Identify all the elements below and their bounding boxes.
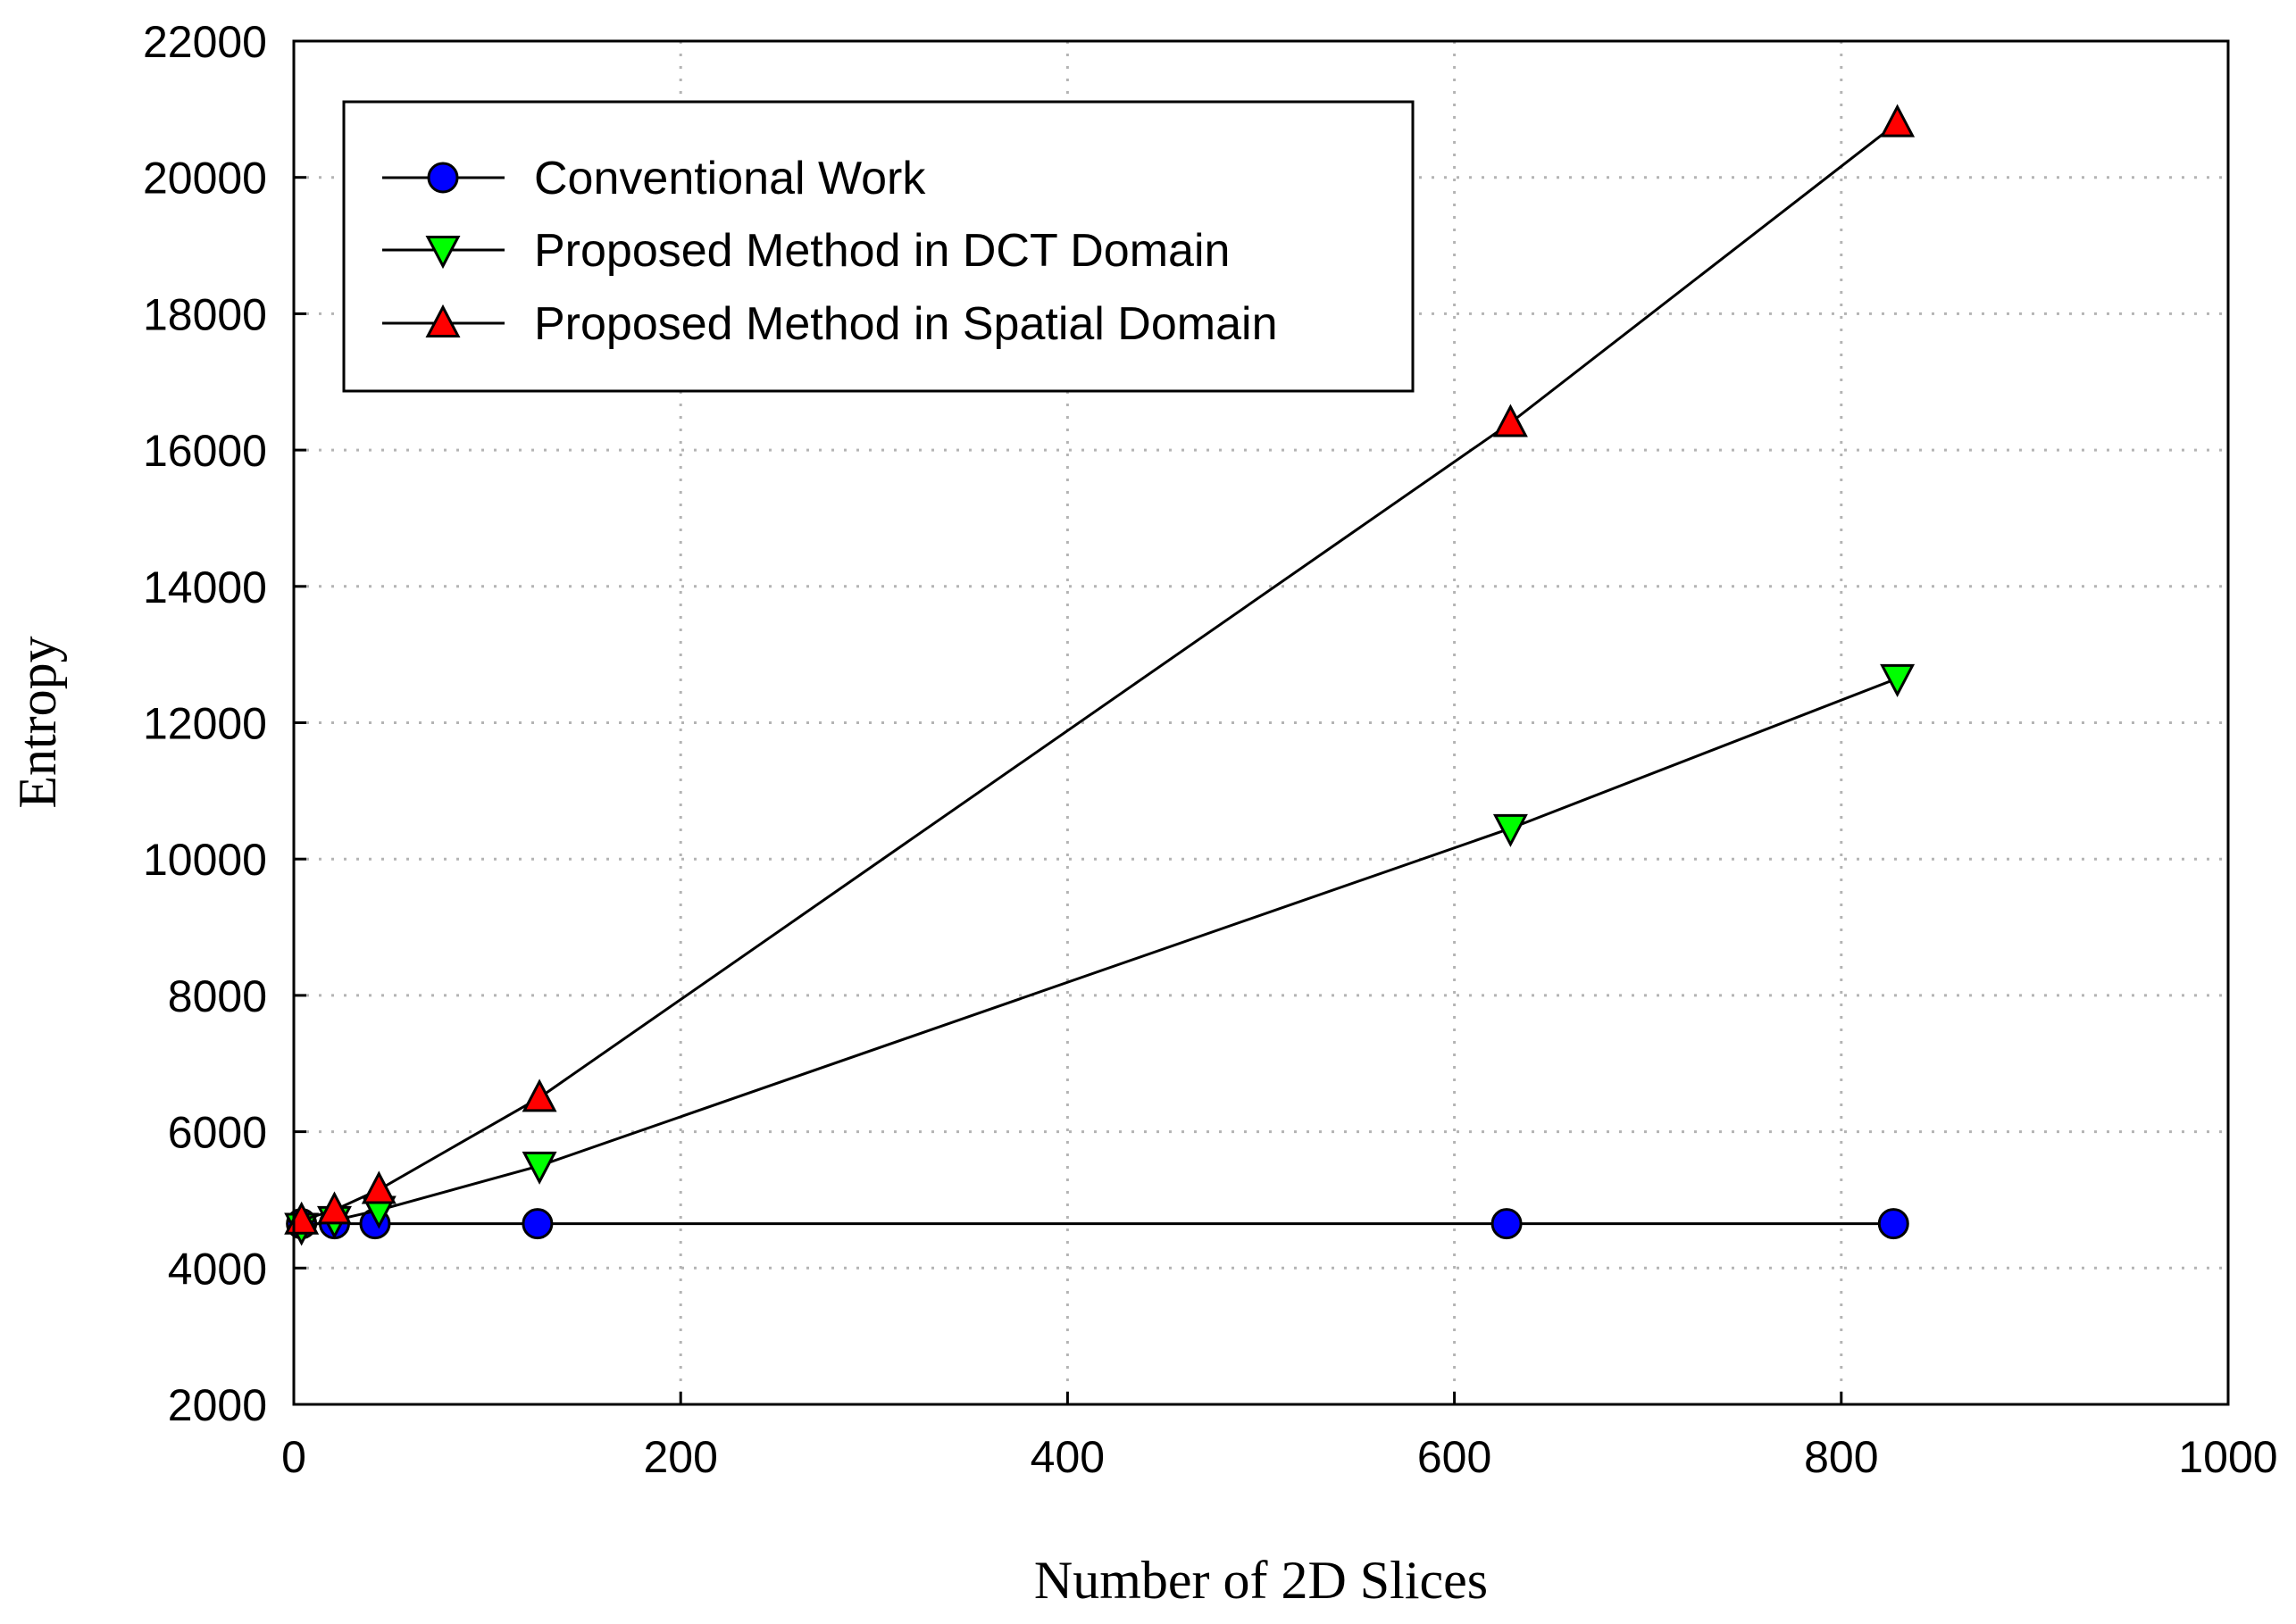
y-tick-label: 2000: [168, 1380, 267, 1430]
y-tick-labels: 2000 4000 6000 8000 10000 12000 14000 16000 1800…: [143, 17, 267, 1430]
series-layer: [284, 104, 1916, 1246]
legend-marker-triangle-up: [425, 304, 461, 337]
legend-entry-label: Conventional Work: [534, 153, 926, 204]
data-point-triangle-down: [522, 1151, 557, 1185]
y-tick-label: 10000: [143, 835, 267, 885]
data-point-triangle-up: [361, 1170, 397, 1204]
y-tick-label: 18000: [143, 289, 267, 339]
data-point-circle: [1490, 1208, 1523, 1240]
y-tick-label: 12000: [143, 699, 267, 749]
series-line: [301, 677, 1899, 1228]
legend-entry-label: Proposed Method in Spatial Domain: [534, 298, 1277, 350]
x-tick-label: 800: [1804, 1432, 1878, 1482]
y-axis-title: Entropy: [8, 636, 67, 808]
x-tick-label: 0: [281, 1432, 306, 1482]
series-circle: [286, 1208, 1909, 1240]
y-tick-label: 14000: [143, 562, 267, 612]
x-tick-labels: 0 200 400 600 800 1000: [281, 1432, 2278, 1482]
data-point-triangle-down: [1492, 813, 1528, 847]
legend: Conventional Work Proposed Method in DCT …: [342, 100, 1415, 393]
series-triangle-up: [284, 104, 1916, 1235]
data-point-triangle-up: [317, 1191, 352, 1225]
legend-marker-triangle-down: [425, 236, 461, 270]
legend-marker-circle: [427, 162, 459, 194]
legend-box: [342, 100, 1415, 393]
x-tick-label: 1000: [2178, 1432, 2277, 1482]
y-tick-label: 20000: [143, 154, 267, 204]
tick-marks: [292, 39, 2230, 1406]
y-tick-label: 8000: [168, 971, 267, 1021]
y-tick-label: 16000: [143, 426, 267, 476]
x-tick-label: 400: [1031, 1432, 1105, 1482]
x-tick-label: 200: [643, 1432, 717, 1482]
data-point-triangle-up: [1880, 104, 1916, 137]
data-point-circle: [1877, 1208, 1909, 1240]
data-point-triangle-down: [1880, 663, 1916, 697]
series-triangle-down: [284, 663, 1916, 1246]
y-tick-label: 22000: [143, 17, 267, 67]
y-tick-label: 6000: [168, 1108, 267, 1158]
x-tick-label: 600: [1417, 1432, 1491, 1482]
data-point-circle: [522, 1208, 554, 1240]
legend-entry-label: Proposed Method in DCT Domain: [534, 225, 1230, 277]
data-point-triangle-up: [1492, 404, 1528, 437]
data-point-triangle-up: [522, 1079, 557, 1112]
x-axis-title: Number of 2D Slices: [1034, 1551, 1488, 1610]
y-tick-label: 4000: [168, 1244, 267, 1294]
